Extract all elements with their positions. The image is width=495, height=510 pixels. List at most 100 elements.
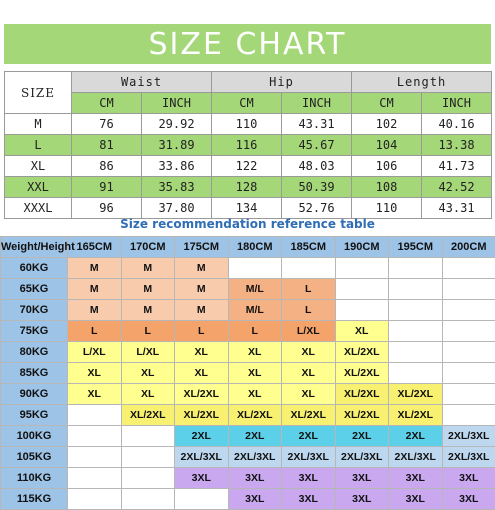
size-recommendation-cell <box>442 405 495 426</box>
size-recommendation-cell <box>121 489 175 510</box>
size-recommendation-cell: L <box>175 321 229 342</box>
measure-group-header: Length <box>352 72 492 93</box>
size-recommendation-cell: XL <box>282 342 336 363</box>
measurement-cell: 106 <box>352 156 422 177</box>
size-recommendation-cell <box>68 405 122 426</box>
size-recommendation-cell: XL <box>228 342 282 363</box>
size-recommendation-cell: 2XL/3XL <box>228 447 282 468</box>
size-recommendation-cell <box>335 258 389 279</box>
size-recommendation-cell <box>228 258 282 279</box>
height-header: 190CM <box>335 237 389 258</box>
size-recommendation-cell <box>121 468 175 489</box>
size-recommendation-cell: 2XL <box>282 426 336 447</box>
size-label: XXXL <box>5 198 72 219</box>
size-recommendation-cell: 2XL/3XL <box>442 426 495 447</box>
size-recommendation-cell: XL <box>68 363 122 384</box>
size-recommendation-cell: M <box>68 300 122 321</box>
measurement-cell: 35.83 <box>142 177 212 198</box>
size-recommendation-cell <box>389 321 443 342</box>
size-recommendation-cell: XL <box>175 342 229 363</box>
height-header: 180CM <box>228 237 282 258</box>
size-recommendation-cell: L <box>68 321 122 342</box>
height-header: 165CM <box>68 237 122 258</box>
measurement-cell: 96 <box>72 198 142 219</box>
size-recommendation-cell: 2XL <box>335 426 389 447</box>
size-recommendation-cell <box>442 363 495 384</box>
weight-label: 105KG <box>1 447 68 468</box>
size-recommendation-cell: M <box>121 258 175 279</box>
size-recommendation-cell: 2XL/3XL <box>175 447 229 468</box>
size-recommendation-cell: XL/2XL <box>335 405 389 426</box>
size-recommendation-cell: 3XL <box>335 489 389 510</box>
size-recommendation-cell: XL/2XL <box>389 384 443 405</box>
size-recommendation-cell: 3XL <box>335 468 389 489</box>
measurement-cell: 41.73 <box>422 156 492 177</box>
weight-label: 65KG <box>1 279 68 300</box>
size-recommendation-cell: 2XL/3XL <box>335 447 389 468</box>
size-recommendation-cell: L/XL <box>282 321 336 342</box>
measurement-cell: 52.76 <box>282 198 352 219</box>
size-recommendation-cell: 3XL <box>442 468 495 489</box>
page-title: SIZE CHART <box>149 27 347 62</box>
measurement-cell: 29.92 <box>142 114 212 135</box>
size-recommendation-cell: XL <box>121 363 175 384</box>
size-recommendation-cell: 2XL/3XL <box>282 447 336 468</box>
size-recommendation-cell: L <box>121 321 175 342</box>
size-recommendation-cell: L/XL <box>68 342 122 363</box>
weight-label: 70KG <box>1 300 68 321</box>
size-recommendation-cell: M/L <box>228 300 282 321</box>
measurement-cell: 50.39 <box>282 177 352 198</box>
height-header: 200CM <box>442 237 495 258</box>
size-recommendation-cell <box>335 300 389 321</box>
size-recommendation-cell: XL/2XL <box>335 342 389 363</box>
measure-group-header: Hip <box>212 72 352 93</box>
recommendation-title: Size recommendation reference table <box>0 217 495 231</box>
size-recommendation-cell: 3XL <box>442 489 495 510</box>
size-recommendation-cell: 2XL <box>389 426 443 447</box>
measurement-cell: 43.31 <box>282 114 352 135</box>
size-recommendation-cell: 2XL/3XL <box>389 447 443 468</box>
measurement-cell: 76 <box>72 114 142 135</box>
unit-header: CM <box>72 93 142 114</box>
measurement-cell: 40.16 <box>422 114 492 135</box>
size-recommendation-cell: M <box>175 300 229 321</box>
size-recommendation-cell: XL/2XL <box>175 384 229 405</box>
measurement-cell: 108 <box>352 177 422 198</box>
size-recommendation-cell: L <box>282 279 336 300</box>
size-recommendation-cell: XL/2XL <box>228 405 282 426</box>
size-recommendation-cell: M <box>121 300 175 321</box>
size-recommendation-cell: XL <box>68 384 122 405</box>
size-recommendation-cell: L/XL <box>121 342 175 363</box>
size-recommendation-cell <box>442 300 495 321</box>
weight-label: 100KG <box>1 426 68 447</box>
weight-label: 75KG <box>1 321 68 342</box>
size-recommendation-cell: M <box>121 279 175 300</box>
measurement-cell: 116 <box>212 135 282 156</box>
size-recommendation-cell <box>442 258 495 279</box>
unit-header: INCH <box>142 93 212 114</box>
size-recommendation-cell <box>282 258 336 279</box>
size-recommendation-cell: 3XL <box>175 468 229 489</box>
size-recommendation-cell: XL/2XL <box>282 405 336 426</box>
size-recommendation-cell: M <box>68 279 122 300</box>
size-recommendation-cell: 3XL <box>228 468 282 489</box>
size-recommendation-cell <box>389 300 443 321</box>
size-recommendation-cell: 3XL <box>228 489 282 510</box>
measurement-cell: 122 <box>212 156 282 177</box>
height-header: 185CM <box>282 237 336 258</box>
size-recommendation-cell <box>442 279 495 300</box>
size-label: M <box>5 114 72 135</box>
measurement-cell: 33.86 <box>142 156 212 177</box>
size-chart-banner: SIZE CHART <box>4 24 491 64</box>
